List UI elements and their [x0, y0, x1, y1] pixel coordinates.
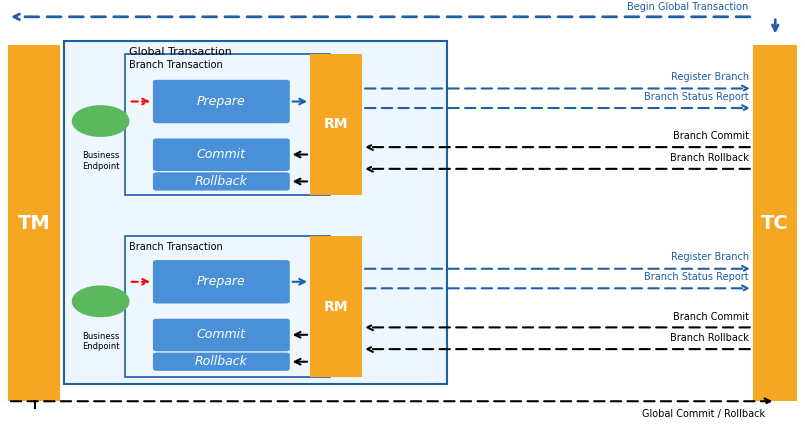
Text: Branch Transaction: Branch Transaction [129, 60, 222, 70]
Text: Branch Commit: Branch Commit [673, 132, 749, 141]
Text: Branch Commit: Branch Commit [673, 312, 749, 322]
Text: Global Commit / Rollback: Global Commit / Rollback [642, 409, 765, 419]
Text: Rollback: Rollback [195, 355, 248, 368]
FancyBboxPatch shape [153, 260, 290, 303]
Text: Branch Rollback: Branch Rollback [670, 153, 749, 163]
Text: Commit: Commit [197, 328, 246, 341]
Circle shape [72, 106, 129, 136]
FancyBboxPatch shape [8, 45, 60, 401]
FancyBboxPatch shape [310, 236, 362, 377]
Text: Business
Endpoint: Business Endpoint [82, 151, 119, 171]
Text: Prepare: Prepare [197, 275, 246, 288]
FancyBboxPatch shape [153, 139, 290, 171]
Text: Business
Endpoint: Business Endpoint [82, 332, 119, 351]
Text: Prepare: Prepare [197, 95, 246, 108]
FancyBboxPatch shape [125, 236, 330, 377]
Text: Register Branch: Register Branch [671, 72, 749, 82]
Text: Begin Global Transaction: Begin Global Transaction [627, 3, 749, 13]
Text: Global Transaction: Global Transaction [129, 47, 232, 57]
FancyBboxPatch shape [753, 45, 797, 401]
FancyBboxPatch shape [64, 41, 447, 384]
FancyBboxPatch shape [153, 353, 290, 371]
Text: Register Branch: Register Branch [671, 252, 749, 262]
Text: Rollback: Rollback [195, 175, 248, 188]
Text: Branch Status Report: Branch Status Report [644, 92, 749, 102]
Circle shape [72, 286, 129, 317]
FancyBboxPatch shape [310, 54, 362, 195]
Text: RM: RM [324, 117, 349, 131]
Text: Branch Transaction: Branch Transaction [129, 242, 222, 252]
Text: Branch Rollback: Branch Rollback [670, 334, 749, 344]
FancyBboxPatch shape [153, 172, 290, 191]
FancyBboxPatch shape [125, 54, 330, 195]
Text: RM: RM [324, 300, 349, 313]
Text: TM: TM [19, 214, 51, 233]
Text: Branch Status Report: Branch Status Report [644, 272, 749, 282]
Text: TC: TC [762, 214, 789, 233]
FancyBboxPatch shape [153, 319, 290, 351]
FancyBboxPatch shape [153, 80, 290, 123]
Text: Commit: Commit [197, 148, 246, 161]
